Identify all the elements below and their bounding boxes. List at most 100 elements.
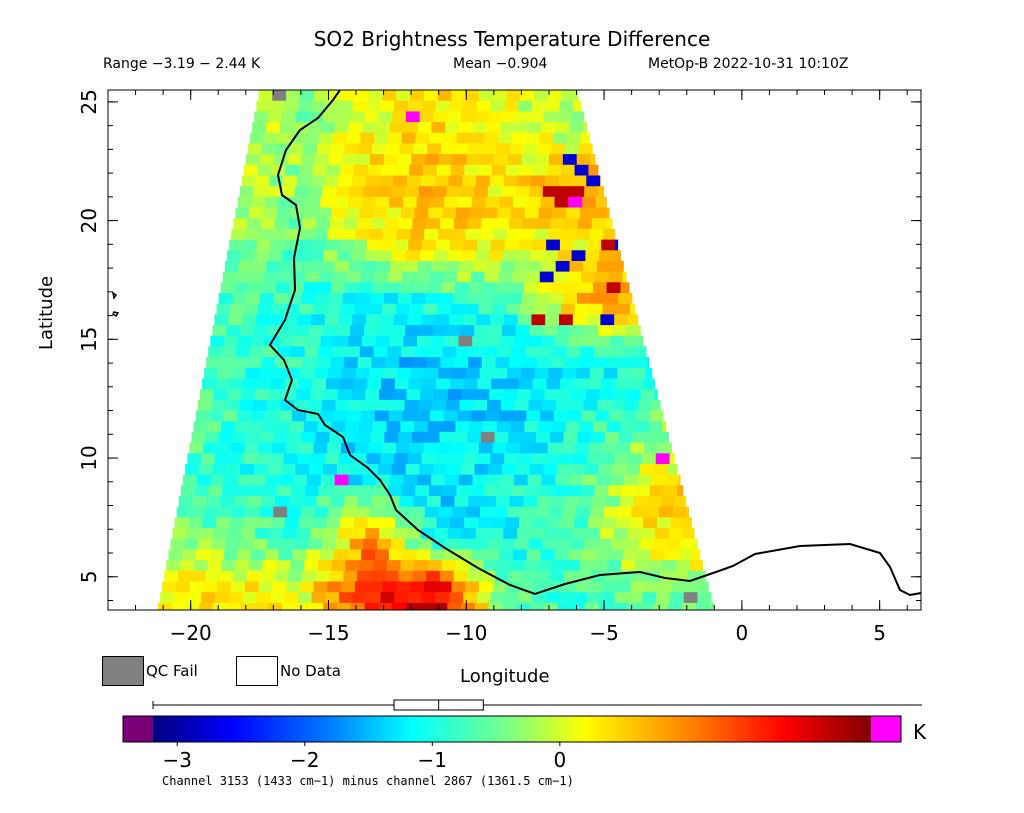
heatmap-cell bbox=[252, 261, 267, 273]
heatmap-cell bbox=[345, 207, 361, 219]
heatmap-cell bbox=[531, 314, 546, 326]
heatmap-cell bbox=[527, 474, 542, 486]
heatmap-cell bbox=[569, 614, 583, 625]
heatmap-cell bbox=[641, 528, 656, 540]
heatmap-cell bbox=[288, 357, 304, 369]
heatmap-cell bbox=[362, 122, 377, 134]
heatmap-cell bbox=[330, 143, 346, 155]
heatmap-cell bbox=[328, 154, 343, 166]
heatmap-cell bbox=[475, 528, 491, 540]
heatmap-cell bbox=[411, 154, 426, 166]
heatmap-cell bbox=[356, 293, 371, 305]
heatmap-cell bbox=[498, 410, 514, 422]
heatmap-cell bbox=[477, 378, 492, 390]
heatmap-cell bbox=[297, 314, 312, 326]
heatmap-cell bbox=[555, 261, 571, 273]
no-data-swatch bbox=[236, 656, 278, 686]
heatmap-cell bbox=[270, 378, 286, 390]
heatmap-cell bbox=[532, 378, 548, 390]
heatmap-cell bbox=[296, 250, 311, 262]
heatmap-cell bbox=[256, 592, 271, 604]
heatmap-cell bbox=[281, 325, 296, 337]
heatmap-cell bbox=[427, 143, 442, 155]
heatmap-cell bbox=[275, 143, 290, 155]
heatmap-cell bbox=[597, 538, 613, 551]
heatmap-cell bbox=[253, 186, 268, 198]
heatmap-cell bbox=[320, 474, 336, 486]
heatmap-cell bbox=[634, 560, 650, 572]
heatmap-cell bbox=[365, 175, 381, 187]
heatmap-cell bbox=[269, 528, 284, 540]
heatmap-cell bbox=[346, 132, 361, 144]
heatmap-cell bbox=[625, 538, 640, 551]
heatmap-cell bbox=[512, 549, 528, 561]
heatmap-cell bbox=[578, 143, 593, 155]
heatmap-cell bbox=[621, 346, 636, 358]
heatmap-cell bbox=[258, 90, 273, 102]
heatmap-cell bbox=[514, 261, 529, 273]
heatmap-cell bbox=[643, 517, 658, 529]
heatmap-cell bbox=[563, 570, 579, 583]
heatmap-cell bbox=[348, 122, 364, 134]
heatmap-cell bbox=[599, 528, 615, 540]
heatmap-cell bbox=[549, 431, 565, 444]
heatmap-cell bbox=[193, 560, 209, 572]
heatmap-cell bbox=[595, 196, 607, 209]
heatmap-cell bbox=[255, 528, 270, 540]
heatmap-cell bbox=[215, 592, 230, 604]
heatmap-cell bbox=[515, 464, 531, 476]
heatmap-cell bbox=[438, 367, 453, 380]
heatmap-cell bbox=[412, 431, 427, 444]
heatmap-cell bbox=[266, 399, 282, 412]
heatmap-cell bbox=[429, 485, 444, 497]
heatmap-cell bbox=[414, 560, 429, 572]
heatmap-cell bbox=[247, 218, 262, 230]
heatmap-cell bbox=[359, 346, 375, 358]
heatmap-cell bbox=[686, 506, 689, 518]
heatmap-cell bbox=[222, 346, 237, 358]
y-tick-label: 5 bbox=[77, 570, 101, 583]
heatmap-cell bbox=[565, 143, 580, 155]
heatmap-cell bbox=[335, 399, 350, 412]
heatmap-cell bbox=[504, 239, 520, 251]
heatmap-cell bbox=[366, 592, 382, 604]
heatmap-cell bbox=[400, 560, 415, 572]
heatmap-cell bbox=[529, 111, 545, 123]
heatmap-cell bbox=[500, 474, 515, 486]
heatmap-cell bbox=[462, 314, 477, 326]
heatmap-cell bbox=[462, 175, 477, 187]
heatmap-cell bbox=[566, 485, 582, 497]
heatmap-cell bbox=[583, 261, 598, 273]
heatmap-cell bbox=[254, 250, 270, 262]
heatmap-cell bbox=[264, 271, 279, 283]
heatmap-cell bbox=[406, 528, 422, 540]
heatmap-cell bbox=[329, 431, 344, 444]
heatmap-cell bbox=[390, 122, 405, 134]
heatmap-cell bbox=[333, 410, 348, 422]
heatmap-cell bbox=[579, 421, 594, 433]
heatmap-cell bbox=[353, 239, 368, 251]
heatmap-cell bbox=[501, 325, 517, 337]
heatmap-cell bbox=[421, 592, 437, 604]
heatmap-cell bbox=[637, 474, 653, 486]
heatmap-cell bbox=[357, 218, 372, 230]
heatmap-cell bbox=[300, 367, 315, 380]
heatmap-cell bbox=[280, 399, 295, 412]
x-tick-label: 5 bbox=[873, 621, 886, 645]
heatmap-cell bbox=[472, 335, 487, 348]
heatmap-cell bbox=[279, 474, 294, 486]
heatmap-cell bbox=[586, 314, 601, 326]
heatmap-cell bbox=[388, 410, 403, 422]
heatmap-cell bbox=[369, 367, 384, 380]
heatmap-cell bbox=[604, 293, 619, 305]
heatmap-cell bbox=[294, 538, 309, 551]
heatmap-cell bbox=[487, 399, 502, 412]
heatmap-cell bbox=[508, 431, 523, 444]
heatmap-cell bbox=[432, 399, 447, 412]
heatmap-cell bbox=[258, 228, 274, 241]
heatmap-cell bbox=[314, 228, 329, 241]
heatmap-cell bbox=[421, 314, 436, 326]
heatmap-cell bbox=[308, 325, 324, 337]
heatmap-cell bbox=[448, 528, 463, 540]
heatmap-cell bbox=[188, 517, 203, 529]
